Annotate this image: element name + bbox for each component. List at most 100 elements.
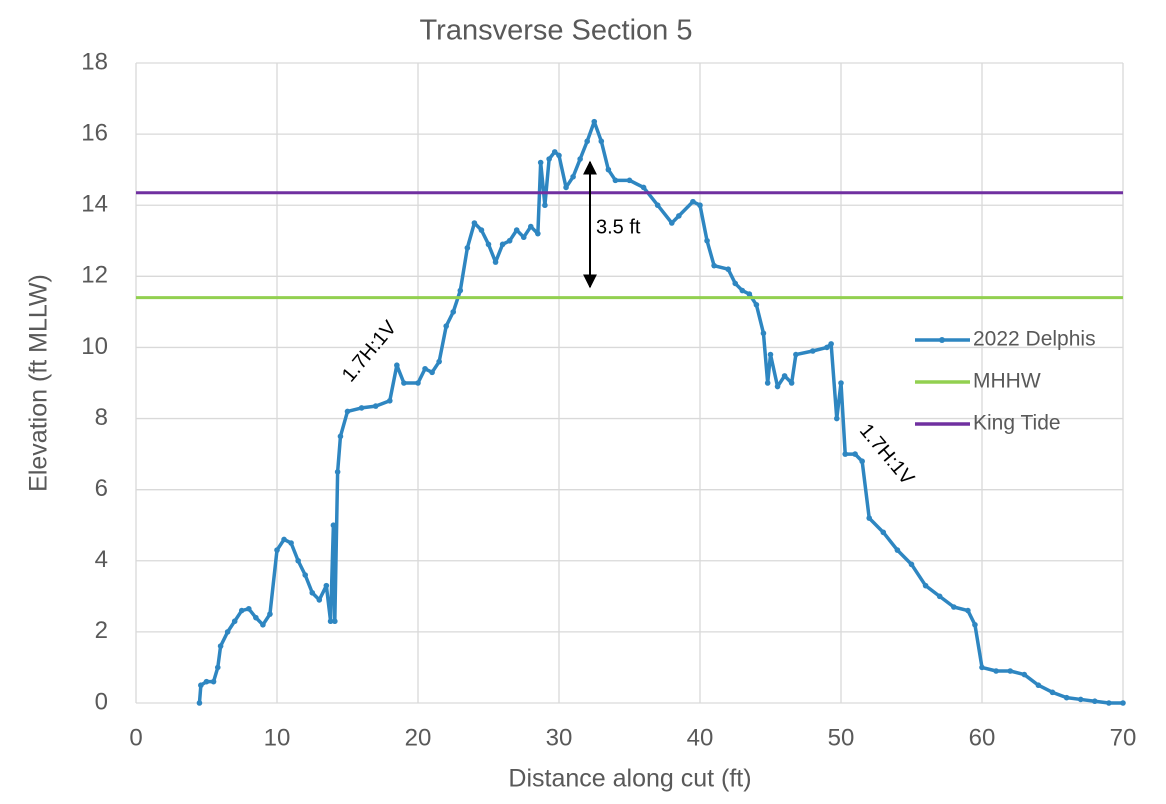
data-point: [739, 287, 746, 294]
annotation: 3.5 ft: [596, 216, 641, 238]
legend-label: 2022 Delphis: [973, 328, 1096, 351]
y-tick-label: 18: [81, 48, 108, 75]
data-point: [330, 522, 337, 529]
data-point: [471, 220, 478, 226]
x-tick-label: 50: [828, 724, 855, 751]
data-point: [387, 397, 393, 404]
data-point: [584, 138, 590, 145]
data-point: [323, 582, 330, 589]
data-point: [506, 237, 513, 244]
y-tick-label: 8: [95, 404, 108, 431]
plot-area: [136, 118, 1126, 706]
data-point: [253, 614, 259, 621]
data-point: [210, 678, 217, 685]
data-point: [654, 202, 661, 209]
data-point: [838, 380, 844, 386]
x-tick-label: 20: [405, 724, 432, 751]
data-point: [246, 605, 252, 612]
x-tick-label: 10: [264, 724, 291, 751]
data-point: [746, 291, 753, 297]
data-point: [429, 369, 435, 376]
data-point: [833, 415, 840, 422]
annotation: 1.7H:1V: [338, 316, 402, 386]
data-point: [520, 234, 527, 241]
data-point: [316, 597, 323, 603]
data-point: [1077, 696, 1084, 703]
y-tick-label: 16: [81, 119, 108, 146]
data-point: [793, 351, 799, 358]
data-point: [337, 433, 344, 440]
data-point: [1049, 689, 1056, 696]
y-tick-label: 4: [95, 546, 108, 573]
data-point: [774, 383, 781, 390]
data-point: [485, 241, 492, 248]
data-point: [443, 323, 450, 329]
data-point: [697, 202, 703, 209]
data-point: [690, 198, 696, 205]
y-tick-label: 6: [95, 475, 108, 502]
data-point: [951, 604, 957, 610]
data-point: [979, 664, 985, 671]
data-point: [422, 365, 428, 372]
data-point: [535, 230, 541, 237]
data-point: [859, 458, 865, 465]
data-point: [478, 227, 485, 233]
data-point: [760, 330, 767, 337]
data-point: [605, 166, 612, 173]
legend-label: MHHW: [973, 370, 1041, 393]
series-line: [197, 119, 1123, 705]
data-point: [542, 202, 548, 209]
data-point: [711, 262, 717, 269]
data-point: [781, 373, 788, 379]
data-point: [591, 118, 598, 125]
data-point: [669, 220, 675, 226]
data-point: [965, 607, 971, 614]
data-point: [1007, 668, 1013, 674]
x-axis-label: Distance along cut (ft): [508, 765, 751, 793]
data-point: [936, 593, 943, 600]
data-point: [309, 589, 316, 596]
data-point: [224, 629, 231, 635]
data-point: [788, 380, 795, 386]
data-point: [295, 557, 301, 564]
y-tick-label: 12: [81, 262, 108, 289]
data-point: [281, 536, 287, 543]
data-point: [499, 241, 506, 248]
data-point: [513, 227, 520, 233]
data-point: [1106, 700, 1112, 706]
data-point: [537, 159, 544, 166]
x-tick-label: 0: [129, 724, 142, 751]
data-point: [842, 451, 849, 457]
data-point: [231, 618, 238, 625]
data-point: [260, 621, 266, 628]
data-point: [436, 358, 442, 365]
data-point: [570, 173, 576, 180]
data-point: [401, 380, 407, 386]
y-tick-label: 2: [95, 617, 108, 644]
data-point: [196, 700, 203, 706]
data-point: [894, 547, 901, 553]
data-point: [1021, 671, 1028, 678]
x-tick-label: 60: [969, 724, 996, 751]
data-point: [528, 223, 534, 230]
data-point: [344, 408, 351, 415]
data-point: [993, 668, 999, 674]
data-point: [302, 572, 309, 578]
y-tick-label: 14: [81, 191, 108, 218]
data-point: [267, 611, 273, 617]
data-point: [492, 259, 499, 265]
data-point: [457, 287, 464, 294]
data-point: [464, 245, 471, 251]
legend-marker: [939, 337, 945, 343]
data-point: [753, 301, 760, 308]
x-tick-label: 70: [1110, 724, 1137, 751]
y-tick-label: 0: [95, 688, 108, 715]
data-point: [732, 280, 739, 287]
data-point: [725, 266, 731, 273]
data-point: [450, 309, 457, 315]
x-tick-label: 40: [687, 724, 714, 751]
data-point: [238, 607, 245, 614]
data-point: [824, 344, 830, 351]
data-point: [358, 405, 365, 411]
